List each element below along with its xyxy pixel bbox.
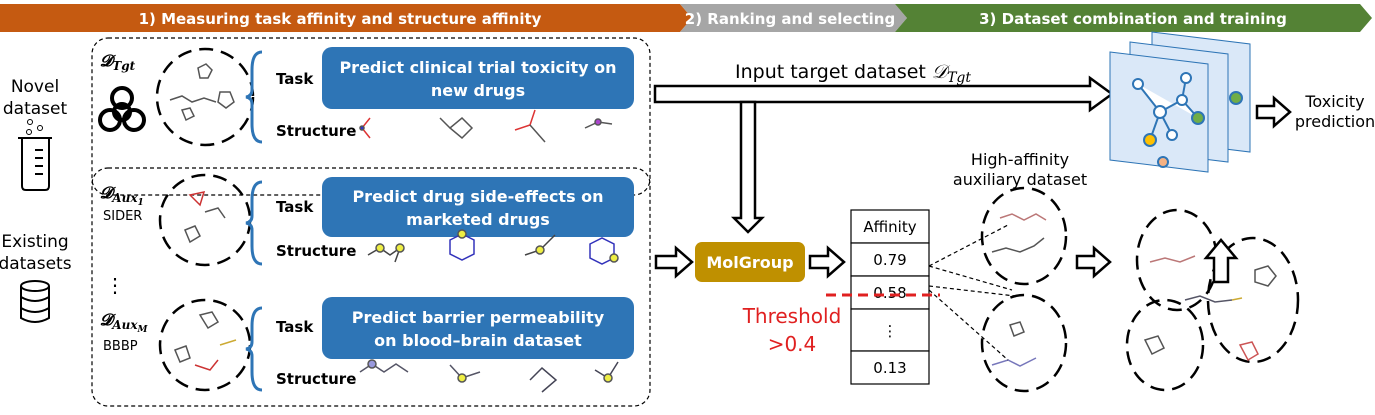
- molgroup-box: [695, 242, 805, 282]
- molecule-drawing: [991, 213, 1047, 367]
- affinity-value: 0.58: [873, 284, 906, 302]
- target-task-line2: new drugs: [431, 81, 525, 100]
- affinity-table: [850, 209, 930, 385]
- auxM-name: BBBP: [103, 339, 138, 354]
- aux1-molecule-cluster: [158, 173, 252, 267]
- existing-label-2: datasets: [0, 254, 72, 274]
- biohazard-icon: [98, 86, 146, 132]
- auxM-structure-label: Structure: [276, 370, 356, 388]
- input-target-label: Input target dataset 𝒟Tgt: [735, 61, 971, 86]
- target-task-line1: Predict clinical trial toxicity on: [339, 58, 616, 77]
- high-affinity-label-1: High-affinity: [971, 150, 1069, 169]
- to-combination-arrow: [1075, 245, 1112, 279]
- novel-label-1: Novel: [11, 77, 59, 97]
- aux1-task-line2: marketed drugs: [406, 210, 550, 229]
- stage3-title: 3) Dataset combination and training: [979, 10, 1287, 28]
- stage1-title: 1) Measuring task affinity and structure…: [139, 10, 542, 28]
- threshold-label: Threshold: [742, 304, 842, 328]
- affinity-value: 0.79: [873, 251, 906, 269]
- down-arrow: [730, 100, 766, 234]
- affinity-value: 0.13: [873, 359, 906, 377]
- beaker-icon: [18, 119, 52, 191]
- output-label-1: Toxicity: [1304, 92, 1364, 111]
- high-affinity-label-2: auxiliary dataset: [953, 170, 1087, 189]
- existing-label-1: Existing: [1, 232, 68, 252]
- selected-dataset-cluster: [980, 293, 1068, 393]
- auxM-task-box: [322, 297, 634, 359]
- stage2-banner: [680, 4, 907, 32]
- auxM-symbol: 𝓓AuxM: [100, 310, 148, 335]
- auxM-task-line1: Predict barrier permeability: [352, 308, 605, 327]
- stage3-banner: [895, 4, 1372, 32]
- target-task-label: Task: [276, 70, 314, 88]
- aux1-name: SIDER: [103, 209, 142, 224]
- auxiliary-datasets-box: [91, 167, 651, 407]
- novel-label-2: dataset: [3, 99, 68, 119]
- stage-banner: 1) Measuring task affinity and structure…: [0, 4, 1372, 32]
- aux1-task-label: Task: [276, 198, 314, 216]
- target-task-box: [322, 47, 634, 109]
- brace: [245, 180, 263, 266]
- auxM-substructures: [359, 359, 619, 393]
- to-table-arrow: [808, 245, 846, 279]
- aux1-task-box: [322, 177, 634, 237]
- target-structure-label: Structure: [276, 122, 356, 140]
- brace: [245, 306, 263, 392]
- stage2-title: 2) Ranking and selecting: [685, 10, 895, 28]
- target-dataset-box: [91, 37, 651, 196]
- up-arrow: [1203, 238, 1239, 284]
- database-icon: [20, 280, 50, 323]
- aux1-task-line1: Predict drug side-effects on: [352, 187, 603, 206]
- target-symbol: 𝓓Tgt: [100, 51, 136, 73]
- selection-lines: [928, 224, 1016, 361]
- target-substructures: [359, 109, 613, 143]
- gnn-model-icon: [1109, 31, 1251, 173]
- aux1-substructures: [367, 229, 619, 265]
- molecule-drawing: [184, 190, 226, 244]
- molecule-drawing: [174, 311, 237, 371]
- to-molgroup-arrow: [654, 245, 694, 279]
- molgroup-label: MolGroup: [706, 253, 793, 272]
- aux1-structure-label: Structure: [276, 242, 356, 260]
- to-output-arrow: [1255, 95, 1292, 129]
- threshold-value: >0.4: [768, 332, 817, 356]
- brace: [245, 50, 263, 144]
- target-molecule-cluster: [155, 47, 255, 147]
- combined-dataset-cluster: [1125, 208, 1300, 392]
- auxM-task-label: Task: [276, 318, 314, 336]
- output-label-2: prediction: [1295, 112, 1375, 131]
- auxM-task-line2: on blood–brain dataset: [374, 331, 582, 350]
- dataset-ellipsis: ⋮: [105, 275, 125, 297]
- molecule-drawing: [169, 63, 235, 122]
- aux1-symbol: 𝓓Aux1: [100, 183, 144, 208]
- selected-dataset-cluster: [980, 186, 1068, 286]
- input-target-arrow: [653, 75, 1115, 113]
- stage1-banner: [0, 4, 692, 32]
- affinity-header: Affinity: [863, 218, 916, 236]
- affinity-value: ⋮: [883, 322, 898, 340]
